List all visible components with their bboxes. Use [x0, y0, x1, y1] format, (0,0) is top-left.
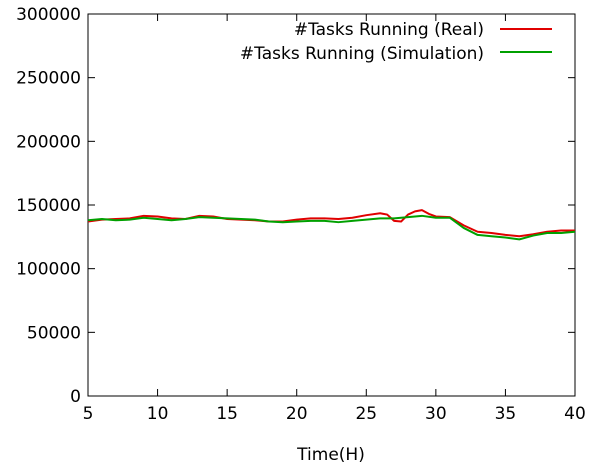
- series-layer: [87, 209, 576, 241]
- y-tick-label: 300000: [16, 5, 81, 25]
- x-tick-label: 25: [355, 404, 377, 424]
- x-tick-label: 20: [286, 404, 308, 424]
- y-tick-label: 0: [70, 387, 81, 407]
- y-axis: 0 50000 100000 150000 200000 250000 300000: [16, 5, 575, 407]
- legend-label-real: #Tasks Running (Real): [294, 20, 484, 40]
- y-tick-label: 250000: [16, 69, 81, 89]
- series-line-simulation: [87, 214, 576, 241]
- x-axis: 5 10 15 20 25 30 35 40: [83, 14, 586, 424]
- series-line-real: [87, 209, 575, 238]
- plot-frame: [87, 13, 576, 397]
- legend: #Tasks Running (Real) #Tasks Running (Si…: [240, 20, 552, 64]
- x-tick-label: 35: [495, 404, 517, 424]
- x-tick-label: 5: [83, 404, 94, 424]
- x-tick-label: 30: [425, 404, 447, 424]
- y-tick-label: 100000: [16, 260, 81, 280]
- y-tick-label: 50000: [27, 323, 81, 343]
- x-tick-label: 40: [564, 404, 586, 424]
- legend-label-simulation: #Tasks Running (Simulation): [240, 44, 484, 64]
- x-tick-label: 15: [216, 404, 238, 424]
- y-tick-label: 150000: [16, 196, 81, 216]
- y-tick-label: 200000: [16, 132, 81, 152]
- x-axis-label: Time(H): [296, 445, 365, 465]
- x-tick-label: 10: [147, 404, 169, 424]
